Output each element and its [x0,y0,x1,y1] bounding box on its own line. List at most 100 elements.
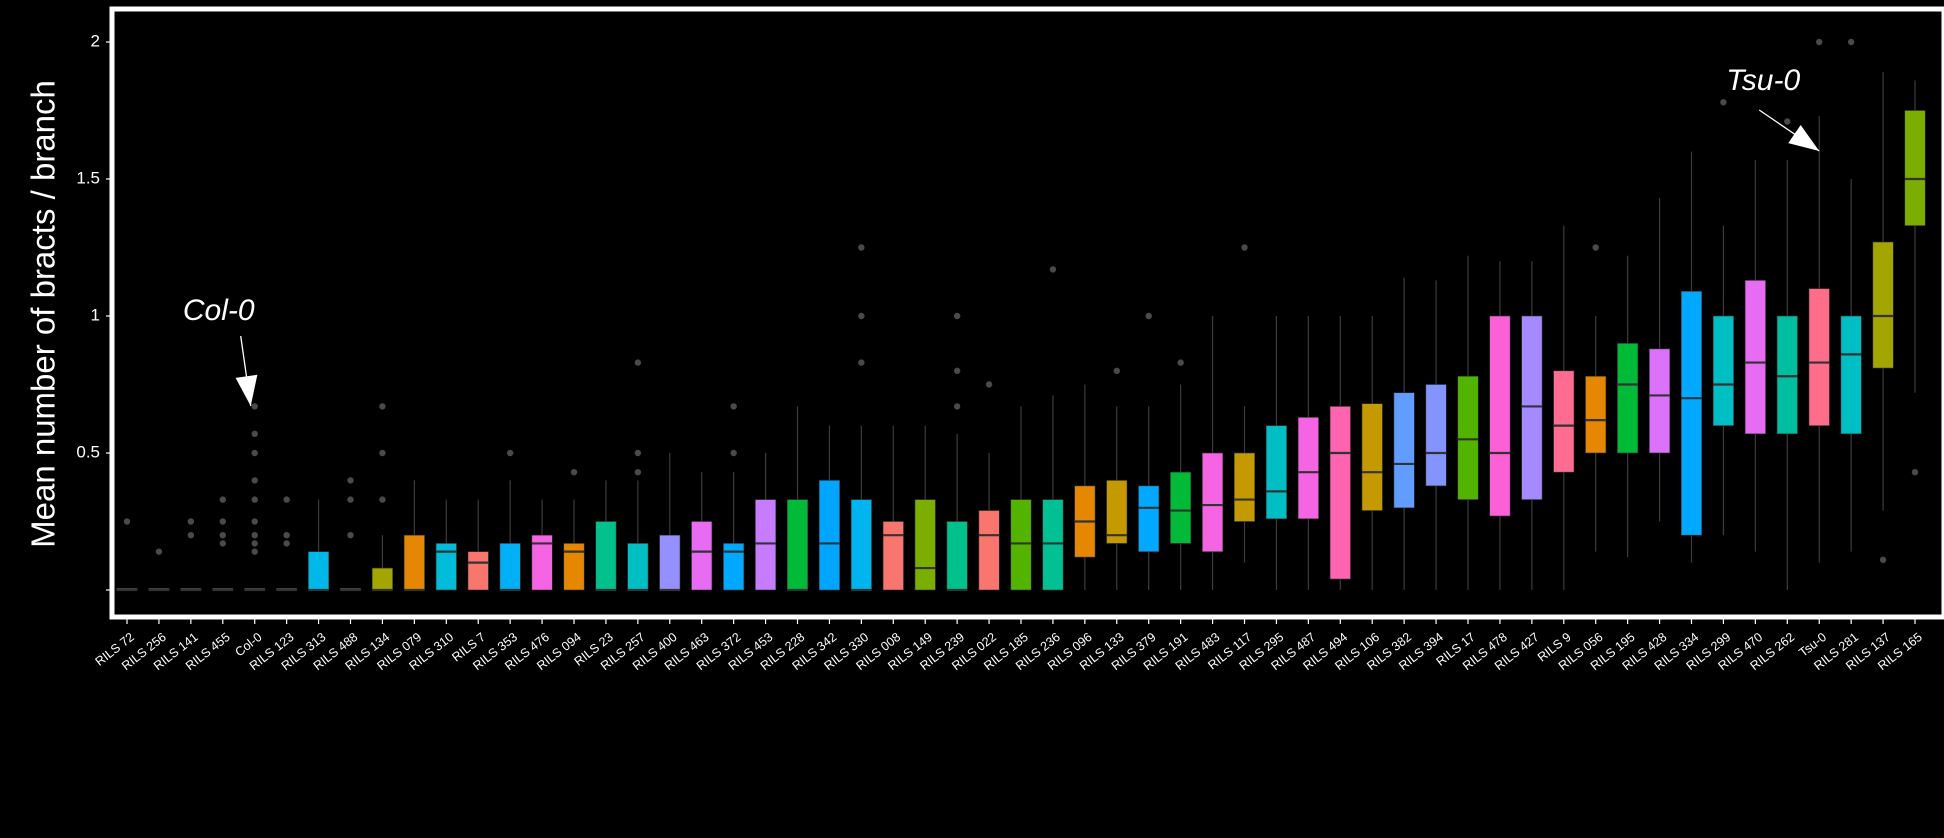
box-group [531,499,553,591]
box-iqr [1170,471,1192,544]
box-group [1521,261,1543,590]
box-iqr [1840,315,1862,435]
box-iqr [1712,315,1734,426]
outlier-point [1177,359,1184,366]
outlier-point [985,381,993,388]
box-group [435,499,457,591]
outlier-point [1847,38,1855,46]
outlier-point [1049,266,1057,273]
box-iqr [1329,406,1351,580]
outlier-point [379,449,386,457]
box-group [148,548,170,592]
outlier-point [251,540,258,547]
box-iqr [1297,417,1319,520]
outlier-point [379,403,386,410]
box-iqr [531,534,553,591]
outlier-point [187,532,195,539]
outlier-point [1241,244,1248,251]
box-group [1553,225,1575,590]
box-group [1170,359,1192,590]
outlier-point [858,244,865,251]
box-group [1010,406,1032,591]
box-group [882,425,904,591]
outlier-point [1879,556,1887,564]
y-axis-label: Mean number of bracts / branch [25,80,62,548]
box-iqr [1393,392,1415,509]
box-group [1457,255,1479,590]
outlier-point [219,496,226,503]
box-iqr [1042,499,1064,591]
outlier-point [283,496,290,503]
outlier-point [219,518,226,525]
box-iqr [978,510,1000,591]
box-iqr [1904,110,1926,226]
outlier-point [347,477,354,484]
box-iqr [1265,425,1287,520]
box-group [1042,266,1064,591]
box-iqr [371,567,393,591]
outlier-point [634,449,642,457]
box-iqr [435,543,457,591]
annotation-arrow-head [235,374,258,406]
outlier-point [251,403,258,410]
outlier-point [570,468,578,476]
box-iqr [786,499,809,591]
box-group [1106,367,1128,590]
box-group [627,359,649,592]
outlier-point [730,403,737,410]
box-group [1680,151,1703,563]
outlier-point [953,312,961,320]
box-group [244,403,266,592]
outlier-point [123,518,131,525]
box-group [1074,384,1096,590]
outlier-point [219,532,226,539]
box-group [308,499,330,592]
box-iqr [1649,348,1671,454]
outlier-point [347,496,354,503]
box-group [339,477,362,592]
box-iqr [1202,452,1224,552]
box-iqr [1010,499,1032,591]
box-group [499,449,521,592]
outlier-point [634,468,642,476]
outlier-point [1592,244,1599,251]
box-iqr [1808,288,1830,426]
y-axis: 0.5 1 1.5 2 [76,31,112,591]
box-iqr [818,480,840,591]
box-iqr [403,534,425,591]
box-iqr [1233,452,1256,522]
box-group [1297,316,1319,590]
box-iqr [467,551,489,591]
box-group [1489,261,1511,590]
box-iqr [1489,315,1511,517]
box-group [1808,38,1830,563]
y-tick-label: 1.5 [76,168,100,187]
outlier-point [1816,38,1823,46]
box-group [1265,316,1287,590]
box-iqr [1617,343,1639,454]
box-group [659,453,681,592]
annotations: Col-0 Tsu-0 [183,64,1820,407]
box-group [371,403,393,592]
outlier-point [155,548,163,555]
outlier-point [1145,312,1152,320]
box-iqr [1521,315,1543,500]
box-iqr [755,499,777,591]
box-iqr [1138,485,1160,552]
box-iqr [1425,384,1447,487]
box-iqr [1361,403,1383,511]
box-group [978,381,1000,591]
box-group [467,499,489,591]
y-tick-label: 1 [91,305,100,324]
box-iqr [1553,370,1575,473]
outlier-point [251,518,258,525]
outlier-point [347,532,354,539]
box-group [755,453,777,591]
annotation-label: Col-0 [183,294,255,327]
box-group [1329,316,1351,590]
box-group [818,425,840,591]
box-group [1233,244,1256,563]
box-group [212,496,234,592]
outlier-point [187,518,195,525]
